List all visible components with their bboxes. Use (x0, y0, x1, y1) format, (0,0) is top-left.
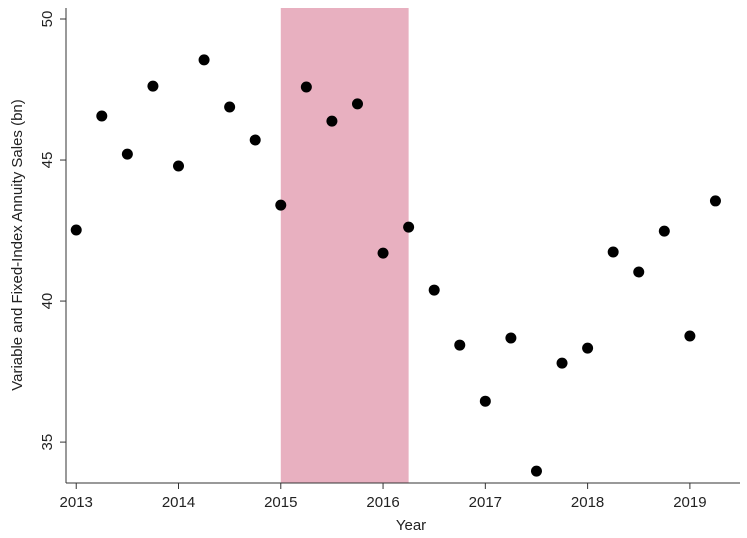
point (479, 395, 491, 407)
point (709, 195, 721, 207)
x-tick-label: 2018 (571, 494, 604, 511)
x-tick-label: 2017 (469, 494, 502, 511)
point (249, 134, 261, 146)
point (70, 224, 82, 236)
point (300, 81, 312, 93)
point (275, 199, 287, 211)
y-tick-label: 50 (39, 11, 56, 28)
y-tick-label: 40 (39, 293, 56, 310)
point (582, 342, 594, 354)
point (428, 284, 440, 296)
point (224, 101, 236, 113)
point (326, 115, 338, 127)
point (658, 225, 670, 237)
y-axis-label: Variable and Fixed-Index Annuity Sales (… (9, 99, 26, 391)
point (633, 266, 645, 278)
point (607, 246, 619, 258)
x-tick-label: 2014 (162, 494, 195, 511)
x-tick-label: 2016 (366, 494, 399, 511)
point (505, 332, 517, 344)
point (530, 465, 542, 477)
point (556, 357, 568, 369)
point (96, 110, 108, 122)
y-tick-label: 35 (39, 434, 56, 451)
point (403, 221, 415, 233)
point (198, 54, 210, 66)
x-tick-label: 2013 (60, 494, 93, 511)
y-tick-label: 45 (39, 152, 56, 169)
point (377, 247, 389, 259)
shaded-region (280, 8, 409, 483)
point (121, 148, 133, 160)
x-axis-label: Year (396, 517, 426, 534)
x-tick-label: 2015 (264, 494, 297, 511)
x-tick-label: 2019 (673, 494, 706, 511)
point (351, 98, 363, 110)
point (684, 330, 696, 342)
point (454, 339, 466, 351)
point (147, 80, 159, 92)
point (173, 160, 185, 172)
